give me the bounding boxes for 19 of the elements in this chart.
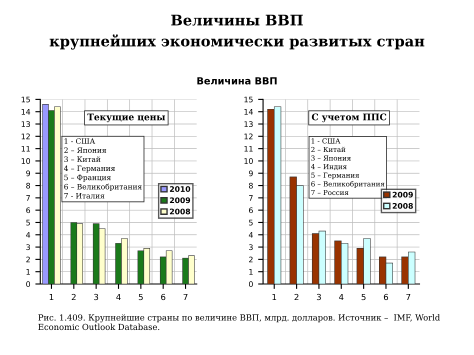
x-tick-label: 6 — [161, 294, 166, 300]
text: Текущие цены — [87, 114, 166, 122]
x-tick-label: 1 — [272, 294, 276, 300]
x-tick-label: 2 — [72, 294, 76, 300]
x-tick-label: 5 — [362, 294, 366, 300]
text: Величины ВВП крупнейших экономически развитых стран — [50, 14, 424, 50]
x-tick-label: 4 — [116, 294, 121, 300]
text: Величина ВВП — [197, 77, 277, 84]
x-tick-label: 3 — [316, 294, 321, 300]
x-tick-label: 7 — [406, 294, 410, 300]
x-tick-label: 1 — [50, 294, 54, 300]
x-tick-label: 5 — [138, 294, 143, 300]
x-tick-label: 7 — [184, 294, 188, 300]
x-tick-label: 3 — [94, 294, 98, 300]
text: С учетом ППС — [312, 114, 386, 122]
x-tick-label: 2 — [294, 294, 298, 300]
text: Рис. 1.409. Крупнейшие страны по величине ВВП, млрд. долларов. Источник – IMF, World Economic Outlook Database. — [38, 314, 440, 330]
x-tick-label: 6 — [384, 294, 388, 300]
x-tick-label: 4 — [339, 294, 344, 300]
